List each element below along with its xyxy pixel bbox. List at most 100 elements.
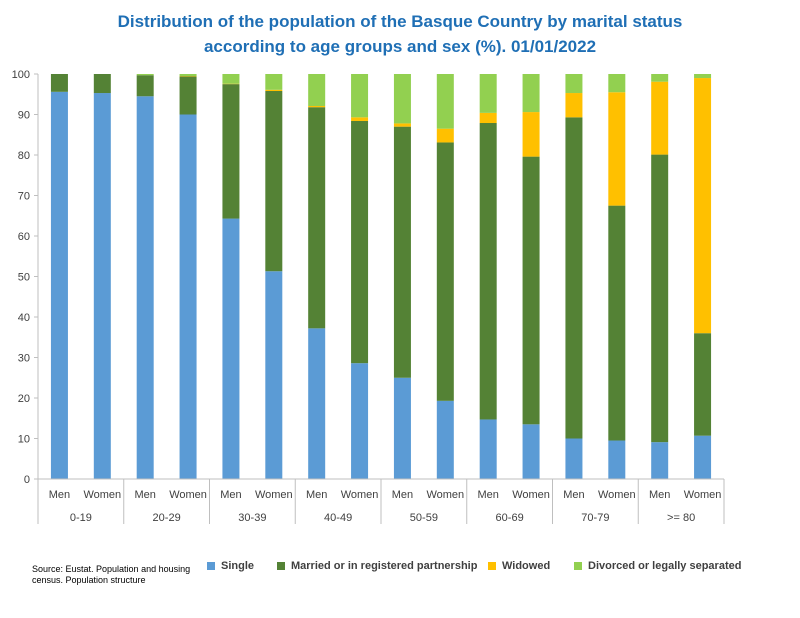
bar-single-13: [608, 440, 626, 479]
legend-swatch-divorced: [574, 562, 582, 570]
y-tick-label-40: 40: [18, 312, 30, 324]
y-tick-label-60: 60: [18, 231, 30, 243]
x-sublabel-3: Women: [169, 489, 207, 501]
x-sublabel-4: Men: [220, 489, 241, 501]
bar-single-3: [179, 114, 197, 479]
x-sublabel-1: Women: [83, 489, 121, 501]
x-sublabel-2: Men: [134, 489, 155, 501]
bar-divorced-6: [308, 74, 326, 106]
x-sublabel-0: Men: [49, 489, 70, 501]
x-sublabel-15: Women: [684, 489, 722, 501]
bar-single-12: [565, 438, 583, 479]
chart-title-line-1: Distribution of the population of the Ba…: [117, 12, 683, 31]
bar-widowed-10: [479, 112, 497, 124]
bar-married-12: [565, 117, 583, 439]
x-sublabel-12: Men: [563, 489, 584, 501]
bar-married-5: [265, 91, 283, 272]
bar-single-6: [308, 328, 326, 479]
bar-married-8: [393, 126, 411, 378]
y-tick-label-50: 50: [18, 272, 30, 284]
bar-divorced-15: [694, 74, 712, 79]
bar-widowed-12: [565, 93, 583, 118]
x-group-label-1: 20-29: [153, 512, 181, 524]
bar-divorced-4: [222, 74, 240, 84]
legend-item-single: Single: [207, 560, 254, 572]
bar-divorced-7: [351, 74, 369, 118]
bar-single-4: [222, 218, 240, 479]
x-sublabel-8: Men: [392, 489, 413, 501]
bar-married-0: [50, 74, 68, 92]
x-sublabel-10: Men: [477, 489, 498, 501]
x-group-label-6: 70-79: [581, 512, 609, 524]
bar-divorced-3: [179, 74, 197, 77]
y-tick-label-30: 30: [18, 353, 30, 365]
bar-single-11: [522, 424, 540, 479]
bar-single-14: [651, 442, 669, 479]
legend-label-divorced: Divorced or legally separated: [588, 560, 742, 572]
y-tick-label-90: 90: [18, 110, 30, 122]
legend-item-widowed: Widowed: [488, 560, 550, 572]
x-sublabel-6: Men: [306, 489, 327, 501]
x-group-label-2: 30-39: [238, 512, 266, 524]
y-tick-label-20: 20: [18, 393, 30, 405]
legend-label-single: Single: [221, 560, 255, 572]
x-group-label-7: >= 80: [667, 512, 695, 524]
y-tick-label-100: 100: [12, 69, 30, 81]
bar-single-0: [50, 91, 68, 479]
legend-swatch-married: [277, 562, 285, 570]
bar-married-2: [136, 75, 154, 97]
legend-item-divorced: Divorced or legally separated: [574, 560, 741, 572]
bar-widowed-13: [608, 92, 626, 206]
bar-single-2: [136, 96, 154, 480]
x-sublabel-5: Women: [255, 489, 293, 501]
bar-widowed-8: [393, 123, 411, 127]
y-tick-label-0: 0: [24, 474, 30, 486]
bar-divorced-5: [265, 74, 283, 90]
bar-married-10: [479, 123, 497, 420]
bar-married-14: [651, 154, 669, 443]
bar-widowed-15: [694, 78, 712, 334]
bar-single-8: [393, 377, 411, 479]
legend-label-widowed: Widowed: [502, 560, 551, 572]
bar-married-4: [222, 84, 240, 219]
bar-single-1: [93, 93, 111, 479]
bar-widowed-5: [265, 89, 283, 92]
x-group-label-3: 40-49: [324, 512, 352, 524]
bar-divorced-8: [393, 74, 411, 124]
chart-title-line-2: according to age groups and sex (%). 01/…: [203, 37, 597, 56]
bar-widowed-9: [436, 128, 454, 143]
bar-married-11: [522, 156, 540, 425]
bar-married-7: [351, 120, 369, 364]
legend-label-married: Married or in registered partnership: [291, 560, 478, 572]
legend-swatch-single: [207, 562, 215, 570]
x-group-label-5: 60-69: [496, 512, 524, 524]
y-tick-label-70: 70: [18, 191, 30, 203]
y-tick-label-80: 80: [18, 150, 30, 162]
bar-divorced-9: [436, 74, 454, 129]
legend-item-married: Married or in registered partnership: [277, 560, 477, 572]
bar-married-13: [608, 205, 626, 441]
x-sublabel-13: Women: [598, 489, 636, 501]
bar-married-15: [694, 333, 712, 436]
bar-widowed-11: [522, 112, 540, 157]
x-sublabel-9: Women: [426, 489, 464, 501]
bar-divorced-2: [136, 74, 154, 76]
bar-divorced-10: [479, 74, 497, 113]
bar-single-10: [479, 419, 497, 479]
source-note: Source: Eustat. Population and housing c…: [32, 564, 191, 585]
bar-widowed-7: [351, 117, 369, 121]
bar-widowed-6: [308, 105, 326, 108]
bar-married-6: [308, 107, 326, 329]
x-sublabel-14: Men: [649, 489, 670, 501]
x-sublabel-7: Women: [341, 489, 379, 501]
y-tick-label-10: 10: [18, 434, 30, 446]
bar-married-3: [179, 76, 197, 115]
bar-married-9: [436, 142, 454, 401]
bar-widowed-14: [651, 81, 669, 155]
bar-married-1: [93, 74, 111, 94]
bar-single-9: [436, 400, 454, 479]
bar-divorced-14: [651, 74, 669, 82]
legend-swatch-widowed: [488, 562, 496, 570]
bar-divorced-13: [608, 74, 626, 93]
